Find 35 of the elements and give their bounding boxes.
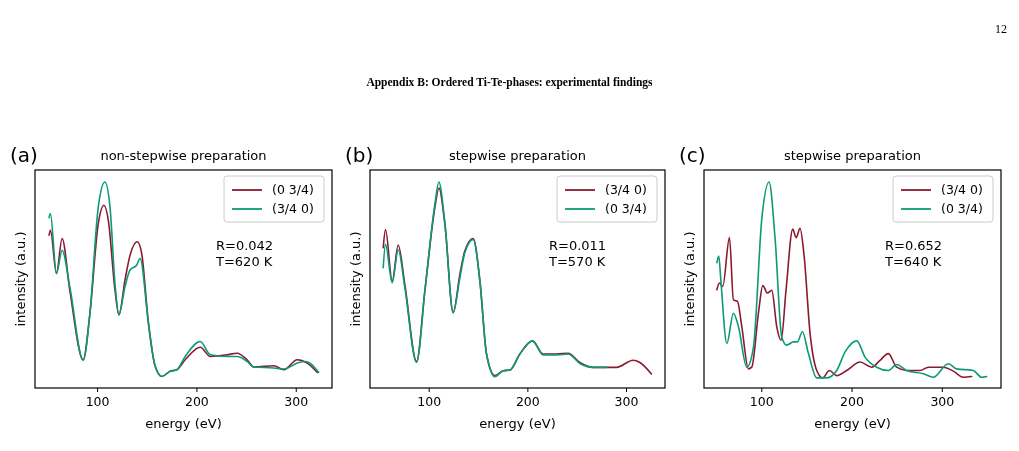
x-tick-label: 200 bbox=[184, 394, 209, 409]
x-tick-label: 100 bbox=[85, 394, 110, 409]
x-axis-title: energy (eV) bbox=[479, 416, 556, 431]
x-tick-label: 100 bbox=[417, 394, 442, 409]
x-tick-label: 300 bbox=[930, 394, 955, 409]
legend-label: (0 3/4) bbox=[272, 182, 314, 197]
x-tick-label: 100 bbox=[749, 394, 774, 409]
chart-title: stepwise preparation bbox=[448, 148, 587, 163]
text: (c) bbox=[679, 143, 706, 167]
x-tick-label: 200 bbox=[515, 394, 540, 409]
text: (b) bbox=[345, 143, 374, 167]
x-axis-title: energy (eV) bbox=[145, 416, 222, 431]
x-tick-label: 300 bbox=[614, 394, 639, 409]
legend-label: (3/4 0) bbox=[272, 201, 314, 216]
annotation: R=0.042 bbox=[216, 238, 274, 253]
x-tick-label: 200 bbox=[840, 394, 865, 409]
x-axis-title: energy (eV) bbox=[814, 416, 891, 431]
text: Appendix B: Ordered Ti-Te-phases: experimental findings bbox=[366, 76, 654, 89]
annotation: T=570 K bbox=[548, 254, 606, 269]
y-axis-title: intensity (a.u.) bbox=[682, 231, 697, 327]
y-axis-title: intensity (a.u.) bbox=[348, 231, 363, 327]
legend-label: (3/4 0) bbox=[605, 182, 647, 197]
legend-label: (0 3/4) bbox=[605, 201, 647, 216]
annotation: T=620 K bbox=[215, 254, 273, 269]
chart-title: non-stepwise preparation bbox=[100, 148, 267, 163]
legend-label: (3/4 0) bbox=[941, 182, 983, 197]
legend-label: (0 3/4) bbox=[941, 201, 983, 216]
text: 12 bbox=[995, 22, 1007, 36]
annotation: R=0.011 bbox=[549, 238, 607, 253]
annotation: R=0.652 bbox=[885, 238, 943, 253]
chart-title: stepwise preparation bbox=[783, 148, 922, 163]
annotation: T=640 K bbox=[884, 254, 942, 269]
text: (a) bbox=[10, 143, 38, 167]
y-axis-title: intensity (a.u.) bbox=[13, 231, 28, 327]
x-tick-label: 300 bbox=[284, 394, 309, 409]
